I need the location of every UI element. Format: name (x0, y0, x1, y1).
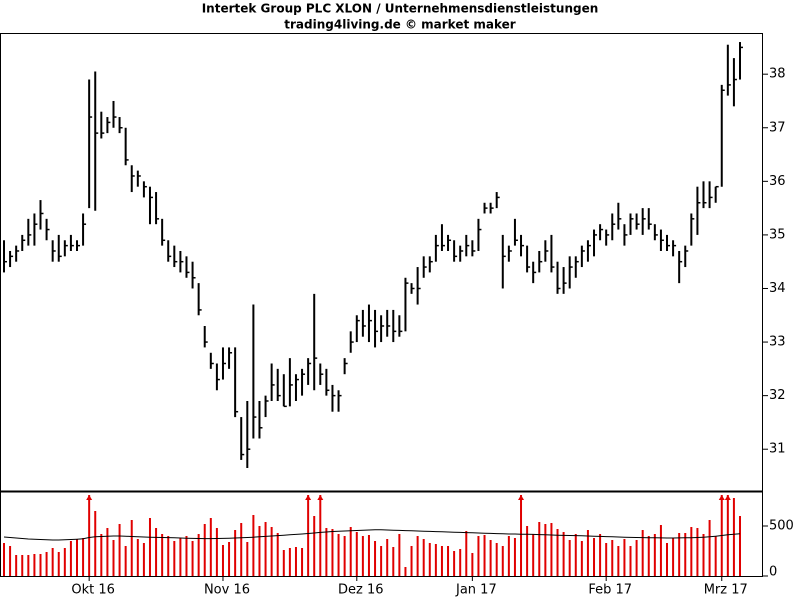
y-tick-label: 32 (769, 388, 786, 403)
y-tick-label: 33 (769, 335, 786, 350)
chart-subtitle: trading4living.de © market maker (284, 18, 516, 32)
plot-frame (0, 33, 763, 577)
volume-clip-arrow (317, 495, 324, 500)
x-tick-label: Mrz 17 (704, 583, 748, 598)
x-tick-label: Nov 16 (204, 583, 250, 598)
chart-title: Intertek Group PLC XLON / Unternehmensdi… (202, 2, 599, 16)
x-tick-label: Dez 16 (338, 583, 384, 598)
volume-average (3, 529, 741, 541)
volume-tick-label: 0 (769, 565, 777, 580)
volume-clip-arrow (724, 495, 731, 500)
y-tick-label: 31 (769, 442, 786, 457)
x-tick-label: Jan 17 (455, 583, 497, 598)
volume-tick-label: 500 (769, 519, 794, 534)
x-tick-label: Okt 16 (71, 583, 115, 598)
volume-clip-arrow (86, 495, 93, 500)
volume-clip-arrow (305, 495, 312, 500)
volume-clip-arrow (718, 495, 725, 500)
y-tick-label: 37 (769, 120, 786, 135)
y-tick-label: 34 (769, 281, 786, 296)
y-tick-label: 35 (769, 227, 786, 242)
y-tick-label: 38 (769, 67, 786, 82)
x-tick-label: Feb 17 (588, 583, 632, 598)
volume-clip-arrow (518, 495, 525, 500)
y-tick-label: 36 (769, 174, 786, 189)
